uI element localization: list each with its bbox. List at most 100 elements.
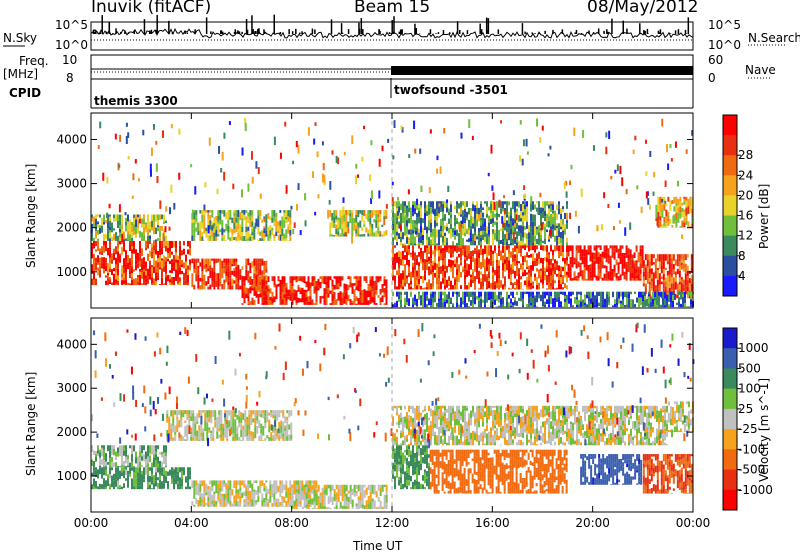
- velocity-region-9: [642, 454, 693, 494]
- noise-spike: [358, 22, 360, 34]
- velocity-region-5: [392, 445, 430, 490]
- y-axis-label-velocity: Slant Range [km]: [24, 371, 38, 476]
- noise-spike: [588, 30, 590, 34]
- noise-spike: [497, 29, 500, 34]
- colorbar-cell: [723, 275, 737, 297]
- noise-spike: [220, 30, 223, 34]
- noise-right-bottom: 10^0: [708, 38, 741, 52]
- noise-spike: [485, 17, 488, 34]
- noise-spike: [301, 31, 303, 34]
- noise-spike: [398, 31, 401, 34]
- colorbar-cell: [723, 348, 737, 369]
- noise-spike: [340, 23, 343, 34]
- noise-spike: [658, 32, 660, 34]
- noise-spike: [378, 29, 380, 34]
- x-tick-label: 16:00: [475, 516, 510, 530]
- y-tick-label: 2000: [56, 221, 87, 235]
- noise-left-top: 10^5: [55, 18, 88, 32]
- beam-title: Beam 15: [354, 0, 431, 17]
- freq-right-top: 60: [708, 53, 724, 67]
- noise-spike: [279, 31, 282, 34]
- velocity-colorbar-label: Velocity [m s^-1]: [757, 377, 771, 482]
- noise-spike: [659, 29, 662, 34]
- noise-trace: [90, 14, 694, 41]
- velocity-region-6: [429, 449, 568, 494]
- colorbar-tick-label: 100: [738, 382, 761, 396]
- freq-unit-label: [MHz]: [3, 67, 39, 81]
- noise-spike: [390, 33, 392, 34]
- noise-spike: [252, 29, 254, 34]
- noise-spike: [486, 30, 488, 34]
- colorbar-tick-label: 25: [738, 402, 753, 416]
- noise-spike: [238, 31, 241, 34]
- colorbar-tick-label: 12: [738, 229, 753, 243]
- noise-spike: [101, 15, 103, 35]
- colorbar-tick-label: -500: [738, 463, 765, 477]
- colorbar-frame: [722, 327, 738, 511]
- noise-spike: [115, 28, 117, 34]
- velocity-region-10: [667, 401, 694, 433]
- noise-spike: [273, 14, 275, 34]
- noise-spike: [258, 28, 260, 34]
- noise-spike: [184, 30, 186, 34]
- freq-left-top: 10: [62, 53, 78, 67]
- noise-spike: [93, 33, 95, 34]
- noise-spike: [245, 19, 248, 34]
- noise-spike: [622, 20, 624, 34]
- noise-spike: [295, 28, 297, 34]
- noise-spike: [674, 30, 677, 34]
- noise-spike: [330, 19, 333, 34]
- noise-spike: [221, 31, 224, 34]
- noise-spike: [606, 29, 608, 34]
- power-region-5: [329, 210, 388, 237]
- colorbar-cell: [723, 235, 737, 257]
- noise-spike: [429, 29, 432, 34]
- noise-spike: [338, 32, 341, 34]
- velocity-panel: [90, 317, 695, 513]
- nsearch-label: N.Search: [748, 31, 800, 45]
- noise-spike: [237, 30, 239, 34]
- colorbar-cell: [723, 115, 737, 136]
- colorbar-tick-label: 8: [738, 249, 746, 263]
- noise-spike: [95, 30, 97, 34]
- y-tick-label: 2000: [56, 425, 87, 439]
- noise-spike: [255, 31, 257, 34]
- y-tick-label: 3000: [56, 177, 87, 191]
- noise-spike: [155, 30, 157, 34]
- cpid-program-2: twofsound -3501: [394, 83, 508, 97]
- colorbar-cell: [723, 155, 737, 176]
- axes: 00:00 04:00 08:00 12:00 16:00 20:00 00:00 1000 1…: [56, 113, 710, 530]
- noise-spike: [299, 32, 301, 34]
- noise-spike: [538, 33, 541, 34]
- noise-spike: [99, 32, 102, 34]
- freq-left-bottom: 8: [66, 71, 74, 85]
- noise-spike: [254, 31, 256, 34]
- noise-spike: [561, 29, 564, 34]
- noise-spike: [391, 20, 393, 34]
- noise-spike: [233, 32, 236, 34]
- noise-left-bottom: 10^0: [55, 38, 88, 52]
- noise-spike: [186, 32, 189, 34]
- colorbar-tick-label: 20: [738, 188, 753, 202]
- noise-spike: [603, 30, 605, 34]
- noise-spike: [639, 23, 641, 34]
- colorbar-tick-label: -100: [738, 442, 765, 456]
- power-colorbar-label: Power [dB]: [757, 183, 771, 249]
- noise-spike: [194, 29, 196, 34]
- colorbar-cell: [723, 388, 737, 410]
- power-region-10: [655, 196, 694, 228]
- noise-spike: [521, 23, 524, 34]
- x-tick-label: 00:00: [676, 516, 711, 530]
- noise-spike: [234, 29, 237, 34]
- power-region-9: [642, 254, 693, 299]
- noise-spike: [606, 31, 609, 34]
- x-tick-label: 00:00: [74, 516, 109, 530]
- colorbar-cell: [723, 255, 737, 277]
- y-tick-label: 4000: [56, 132, 87, 146]
- power-region-11: [392, 291, 694, 308]
- colorbar-tick-label: 28: [738, 148, 753, 162]
- colorbar-cell: [723, 135, 737, 156]
- y-tick-label: 1000: [56, 469, 87, 483]
- noise-sky-line: [90, 27, 694, 39]
